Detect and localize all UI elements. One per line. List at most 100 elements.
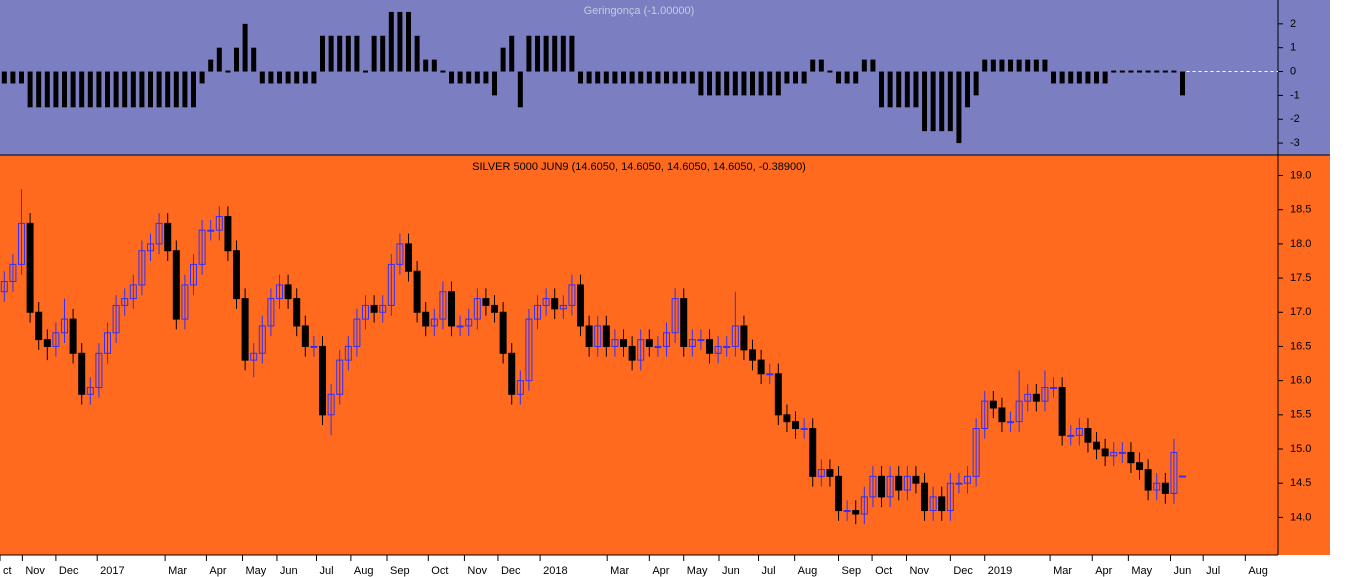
bar bbox=[156, 71, 162, 108]
bar bbox=[259, 71, 265, 84]
candle-body bbox=[413, 270, 421, 313]
bar bbox=[655, 71, 661, 84]
bar bbox=[1076, 71, 1082, 84]
y-tick-label: 1 bbox=[1290, 42, 1296, 54]
candle-body bbox=[121, 298, 129, 306]
candle-body bbox=[602, 325, 610, 347]
candle-body bbox=[319, 345, 327, 416]
x-tick-label: Jun bbox=[722, 565, 740, 577]
bar bbox=[1128, 70, 1134, 73]
candle-body bbox=[1007, 421, 1015, 424]
bar bbox=[216, 47, 222, 72]
candle-body bbox=[835, 475, 843, 512]
candle-body bbox=[439, 291, 447, 320]
candle-body bbox=[551, 298, 559, 310]
bar bbox=[242, 23, 248, 72]
x-tick-label: Jul bbox=[762, 565, 776, 577]
candle-body bbox=[78, 352, 86, 395]
bar bbox=[500, 47, 506, 72]
candle-body bbox=[491, 304, 499, 313]
candle-body bbox=[147, 243, 155, 252]
candle-body bbox=[499, 311, 507, 354]
candle-body bbox=[1144, 469, 1152, 491]
candle-body bbox=[671, 298, 679, 334]
bar bbox=[741, 71, 747, 96]
price-panel bbox=[0, 155, 1330, 555]
bar bbox=[285, 71, 291, 84]
candle-body bbox=[637, 339, 645, 361]
candle-body bbox=[224, 216, 232, 252]
candle-body bbox=[448, 291, 456, 327]
x-tick-label: ct bbox=[3, 565, 12, 577]
bar bbox=[1154, 70, 1160, 73]
candle-body bbox=[620, 339, 628, 347]
bar bbox=[44, 71, 50, 108]
candle-body bbox=[998, 407, 1006, 423]
bar bbox=[638, 71, 644, 84]
bar bbox=[1102, 71, 1108, 84]
x-tick-label: Nov bbox=[25, 565, 45, 577]
candle-body bbox=[989, 400, 997, 409]
price-title: SILVER 5000 JUN9 (14.6050, 14.6050, 14.6… bbox=[472, 161, 806, 173]
y-tick-label: 16.5 bbox=[1290, 340, 1311, 352]
bar bbox=[388, 11, 394, 72]
y-tick-label: 16.0 bbox=[1290, 375, 1311, 387]
bar bbox=[578, 71, 584, 84]
x-tick-label: May bbox=[687, 565, 708, 577]
candle-body bbox=[1024, 393, 1032, 402]
candle-body bbox=[473, 298, 481, 320]
candle-body bbox=[61, 318, 69, 334]
candle-body bbox=[267, 298, 275, 327]
bar bbox=[818, 59, 824, 72]
candle-body bbox=[310, 345, 318, 348]
candle-body bbox=[284, 284, 292, 300]
candle-body bbox=[250, 352, 258, 361]
candle-body bbox=[456, 325, 464, 328]
bar bbox=[449, 71, 455, 84]
y-tick-label: 18.0 bbox=[1290, 238, 1311, 250]
candle-body bbox=[981, 400, 989, 430]
candle-body bbox=[912, 475, 920, 484]
candle-body bbox=[688, 339, 696, 347]
candle-body bbox=[740, 325, 748, 351]
bar bbox=[982, 59, 988, 72]
candle-body bbox=[826, 469, 834, 477]
candle-body bbox=[525, 318, 533, 382]
y-tick-label: -2 bbox=[1290, 113, 1300, 125]
candle-body bbox=[301, 325, 309, 347]
bar bbox=[70, 71, 76, 108]
bar bbox=[87, 71, 93, 108]
candle-body bbox=[1179, 475, 1187, 478]
y-tick-label: -1 bbox=[1290, 89, 1300, 101]
candle-body bbox=[387, 263, 395, 306]
x-tick-label: Dec bbox=[501, 565, 521, 577]
bar bbox=[225, 70, 231, 73]
y-tick-label: 2 bbox=[1290, 18, 1296, 30]
bar bbox=[1068, 71, 1074, 84]
bar bbox=[879, 71, 885, 108]
bar bbox=[474, 71, 480, 84]
bar bbox=[689, 71, 695, 84]
bar bbox=[509, 35, 515, 72]
bar bbox=[406, 11, 412, 72]
x-tick-label: Mar bbox=[610, 565, 629, 577]
candle-body bbox=[26, 222, 34, 313]
bar bbox=[492, 71, 498, 96]
candle-body bbox=[534, 304, 542, 320]
candle-body bbox=[921, 482, 929, 512]
bar bbox=[535, 35, 541, 72]
bar bbox=[844, 71, 850, 84]
bar bbox=[79, 71, 85, 108]
bar bbox=[569, 35, 575, 72]
x-tick-label: Jul bbox=[1206, 565, 1220, 577]
bar bbox=[930, 71, 936, 132]
bar bbox=[130, 71, 136, 108]
bar bbox=[173, 71, 179, 108]
candle-body bbox=[1161, 482, 1169, 494]
bar bbox=[724, 71, 730, 96]
bar bbox=[208, 59, 214, 72]
candle-body bbox=[749, 349, 757, 361]
x-tick-label: Apr bbox=[1095, 565, 1112, 577]
y-tick-label: 17.0 bbox=[1290, 306, 1311, 318]
candle-body bbox=[1084, 428, 1092, 443]
